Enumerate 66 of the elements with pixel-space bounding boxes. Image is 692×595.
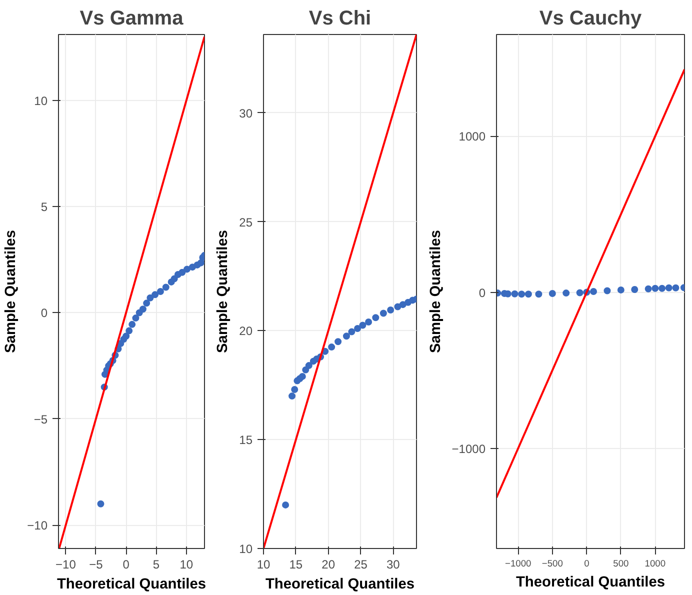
y-axis-title: Sample Quantiles (428, 230, 444, 353)
x-tick-label: 20 (322, 558, 336, 572)
point (126, 327, 133, 334)
y-tick-label: 10 (239, 542, 253, 556)
point (387, 306, 394, 314)
point (365, 318, 372, 326)
point (152, 291, 159, 298)
point (342, 332, 350, 340)
point (128, 320, 136, 328)
point (305, 362, 312, 370)
point (328, 344, 336, 351)
x-axis-title: Theoretical Quantiles (265, 576, 415, 592)
x-tick-label: 10 (180, 558, 194, 572)
point (97, 500, 104, 508)
point (184, 266, 191, 273)
point (162, 284, 170, 291)
point (146, 294, 154, 302)
y-tick-label: −1000 (452, 442, 486, 456)
x-tick-label: 25 (354, 558, 368, 572)
x-tick-label: 30 (386, 558, 400, 572)
point (354, 325, 362, 332)
point (399, 301, 406, 308)
y-tick-label: 5 (40, 200, 48, 214)
x-tick-label: 10 (256, 558, 270, 572)
y-tick-label: −10 (27, 518, 48, 533)
x-axis-title: Theoretical Quantiles (516, 574, 666, 590)
y-tick-label: 0 (40, 306, 48, 320)
y-tick-label: 20 (239, 324, 253, 338)
x-tick-label: 500 (613, 558, 629, 568)
point (139, 306, 146, 313)
y-tick-label: 30 (239, 106, 253, 120)
x-tick-label: 1000 (644, 558, 666, 568)
point (291, 386, 298, 394)
point (348, 328, 356, 336)
point (282, 501, 290, 508)
x-tick-label: −1000 (505, 558, 532, 568)
point (288, 392, 296, 400)
point (380, 310, 387, 317)
chart-title: Vs Cauchy (539, 8, 643, 30)
point (359, 322, 366, 329)
x-tick-label: −10 (56, 558, 76, 572)
x-tick-label: −5 (89, 558, 104, 572)
y-tick-label: 0 (478, 286, 486, 300)
point (132, 314, 140, 322)
y-axis-title: Sample Quantiles (215, 230, 232, 353)
chart-title: Vs Gamma (80, 8, 184, 30)
x-tick-label: −500 (542, 558, 563, 568)
chart-title: Vs Chi (308, 8, 372, 30)
y-tick-label: 25 (239, 215, 253, 230)
point (372, 314, 380, 322)
point (334, 338, 342, 346)
point (156, 288, 164, 295)
y-tick-label: 15 (239, 433, 253, 448)
y-tick-label: 10 (34, 94, 48, 108)
y-tick-label: 1000 (458, 130, 486, 144)
y-tick-label: −5 (34, 412, 48, 426)
x-tick-label: 0 (584, 558, 590, 568)
point (298, 372, 306, 380)
point (143, 300, 150, 307)
x-axis-title: Theoretical Quantiles (56, 576, 206, 592)
x-tick-label: 5 (152, 558, 160, 572)
point (178, 268, 186, 276)
x-tick-label: 0 (122, 558, 130, 572)
point (122, 332, 130, 340)
y-axis-title: Sample Quantiles (3, 230, 20, 353)
x-tick-label: 15 (289, 558, 303, 572)
